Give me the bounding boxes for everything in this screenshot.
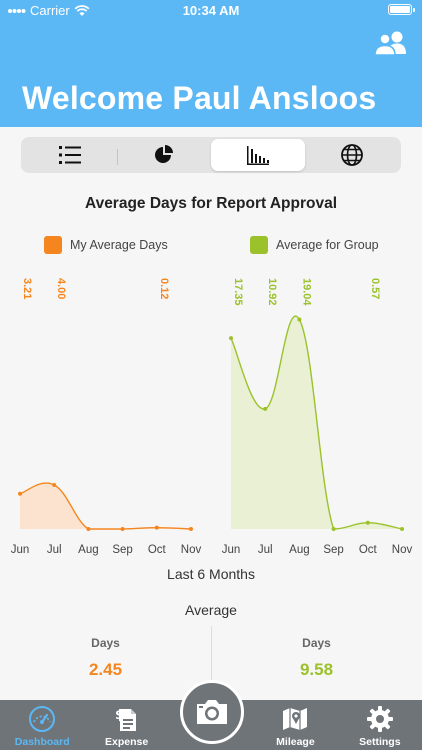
receipt-icon: $ [115,708,136,731]
x-tick-label: Nov [181,544,202,556]
tab-dashboard-label: Dashboard [14,736,70,748]
speedometer-icon [29,706,56,732]
data-label: 19.04 [300,278,312,306]
users-icon[interactable] [374,30,408,56]
tab-dashboard[interactable]: Dashboard [0,700,84,750]
data-point [189,527,193,531]
data-label: 3.21 [21,278,33,299]
x-tick-label: Aug [289,544,309,556]
average-divider [211,626,212,696]
x-tick-label: Oct [148,544,167,556]
welcome-title: Welcome Paul Ansloos [22,80,377,116]
data-label: 0.57 [369,278,381,299]
wifi-icon [74,4,90,16]
data-label: 4.00 [55,278,67,299]
data-point [154,525,159,530]
segment-globe[interactable] [305,139,399,171]
legend-my-average: My Average Days [44,236,168,254]
globe-icon [341,144,363,166]
tab-mileage[interactable]: Mileage [253,700,337,750]
segment-list[interactable] [23,139,117,171]
chart-footer: Last 6 Months [167,566,255,582]
bar-chart-icon [247,146,269,165]
pie-chart-icon [155,145,173,163]
x-tick-label: Sep [323,544,343,556]
data-point [18,491,22,496]
approval-charts: Jun 3.21 Jul 4.00 Aug Sep Oct 0.12 Nov Jun 17.35 Ju… [11,278,413,556]
list-icon [59,146,81,164]
tab-expense[interactable]: $ Expense [84,700,168,750]
camera-button[interactable] [180,680,244,744]
svg-text:$: $ [115,708,124,723]
data-label: 0.12 [158,278,170,299]
average-group-value: 9.58 [299,660,334,679]
tab-settings-label: Settings [359,736,401,748]
tab-mileage-label: Mileage [276,736,315,748]
signal-icon [8,8,26,13]
data-point [86,527,91,531]
x-tick-label: Jun [222,544,241,556]
data-label: 17.35 [232,278,244,306]
chart-title: Average Days for Report Approval [84,195,338,212]
legend-group-average: Average for Group [250,236,379,254]
tab-settings[interactable]: Settings [338,700,422,750]
data-point [120,527,125,531]
data-point [263,406,268,411]
data-point [297,317,302,322]
legend-swatch-my-average [44,236,62,254]
average-group: Days 9.58 [211,636,422,680]
carrier: Carrier [8,3,90,18]
x-tick-label: Sep [112,544,132,556]
legend-swatch-group-average [250,236,268,254]
status-time: 10:34 AM [182,3,240,18]
data-point [331,527,336,531]
gear-icon [366,706,393,732]
average-mine: Days 2.45 [0,636,211,680]
average-mine-value: 2.45 [88,660,123,679]
x-tick-label: Nov [392,544,413,556]
x-tick-label: Jul [258,544,273,556]
x-tick-label: Jul [47,544,62,556]
x-tick-label: Jun [11,544,30,556]
segment-pie[interactable] [117,139,211,171]
data-point [52,483,57,487]
series-line-0 [19,482,192,530]
data-point [400,527,404,531]
tab-expense-label: Expense [105,736,149,748]
data-label: 10.92 [266,278,278,306]
x-tick-label: Oct [359,544,378,556]
area-fill-0 [20,483,191,529]
legend-label-my-average: My Average Days [70,238,168,252]
battery-icon [388,4,415,15]
average-group-label: Days [302,636,331,650]
header: Carrier 10:34 AM Welcome Paul Ansloos [0,0,422,127]
carrier-label: Carrier [30,3,70,18]
status-bar: Carrier 10:34 AM [0,0,422,22]
average-title: Average [185,602,237,618]
camera-icon [197,700,227,724]
segment-bar[interactable] [211,139,305,171]
data-point [229,336,233,341]
view-segmented-control [21,137,401,173]
average-mine-label: Days [91,636,120,650]
map-icon [283,708,308,730]
legend-label-group-average: Average for Group [276,238,379,252]
data-point [365,520,370,525]
x-tick-label: Aug [78,544,98,556]
